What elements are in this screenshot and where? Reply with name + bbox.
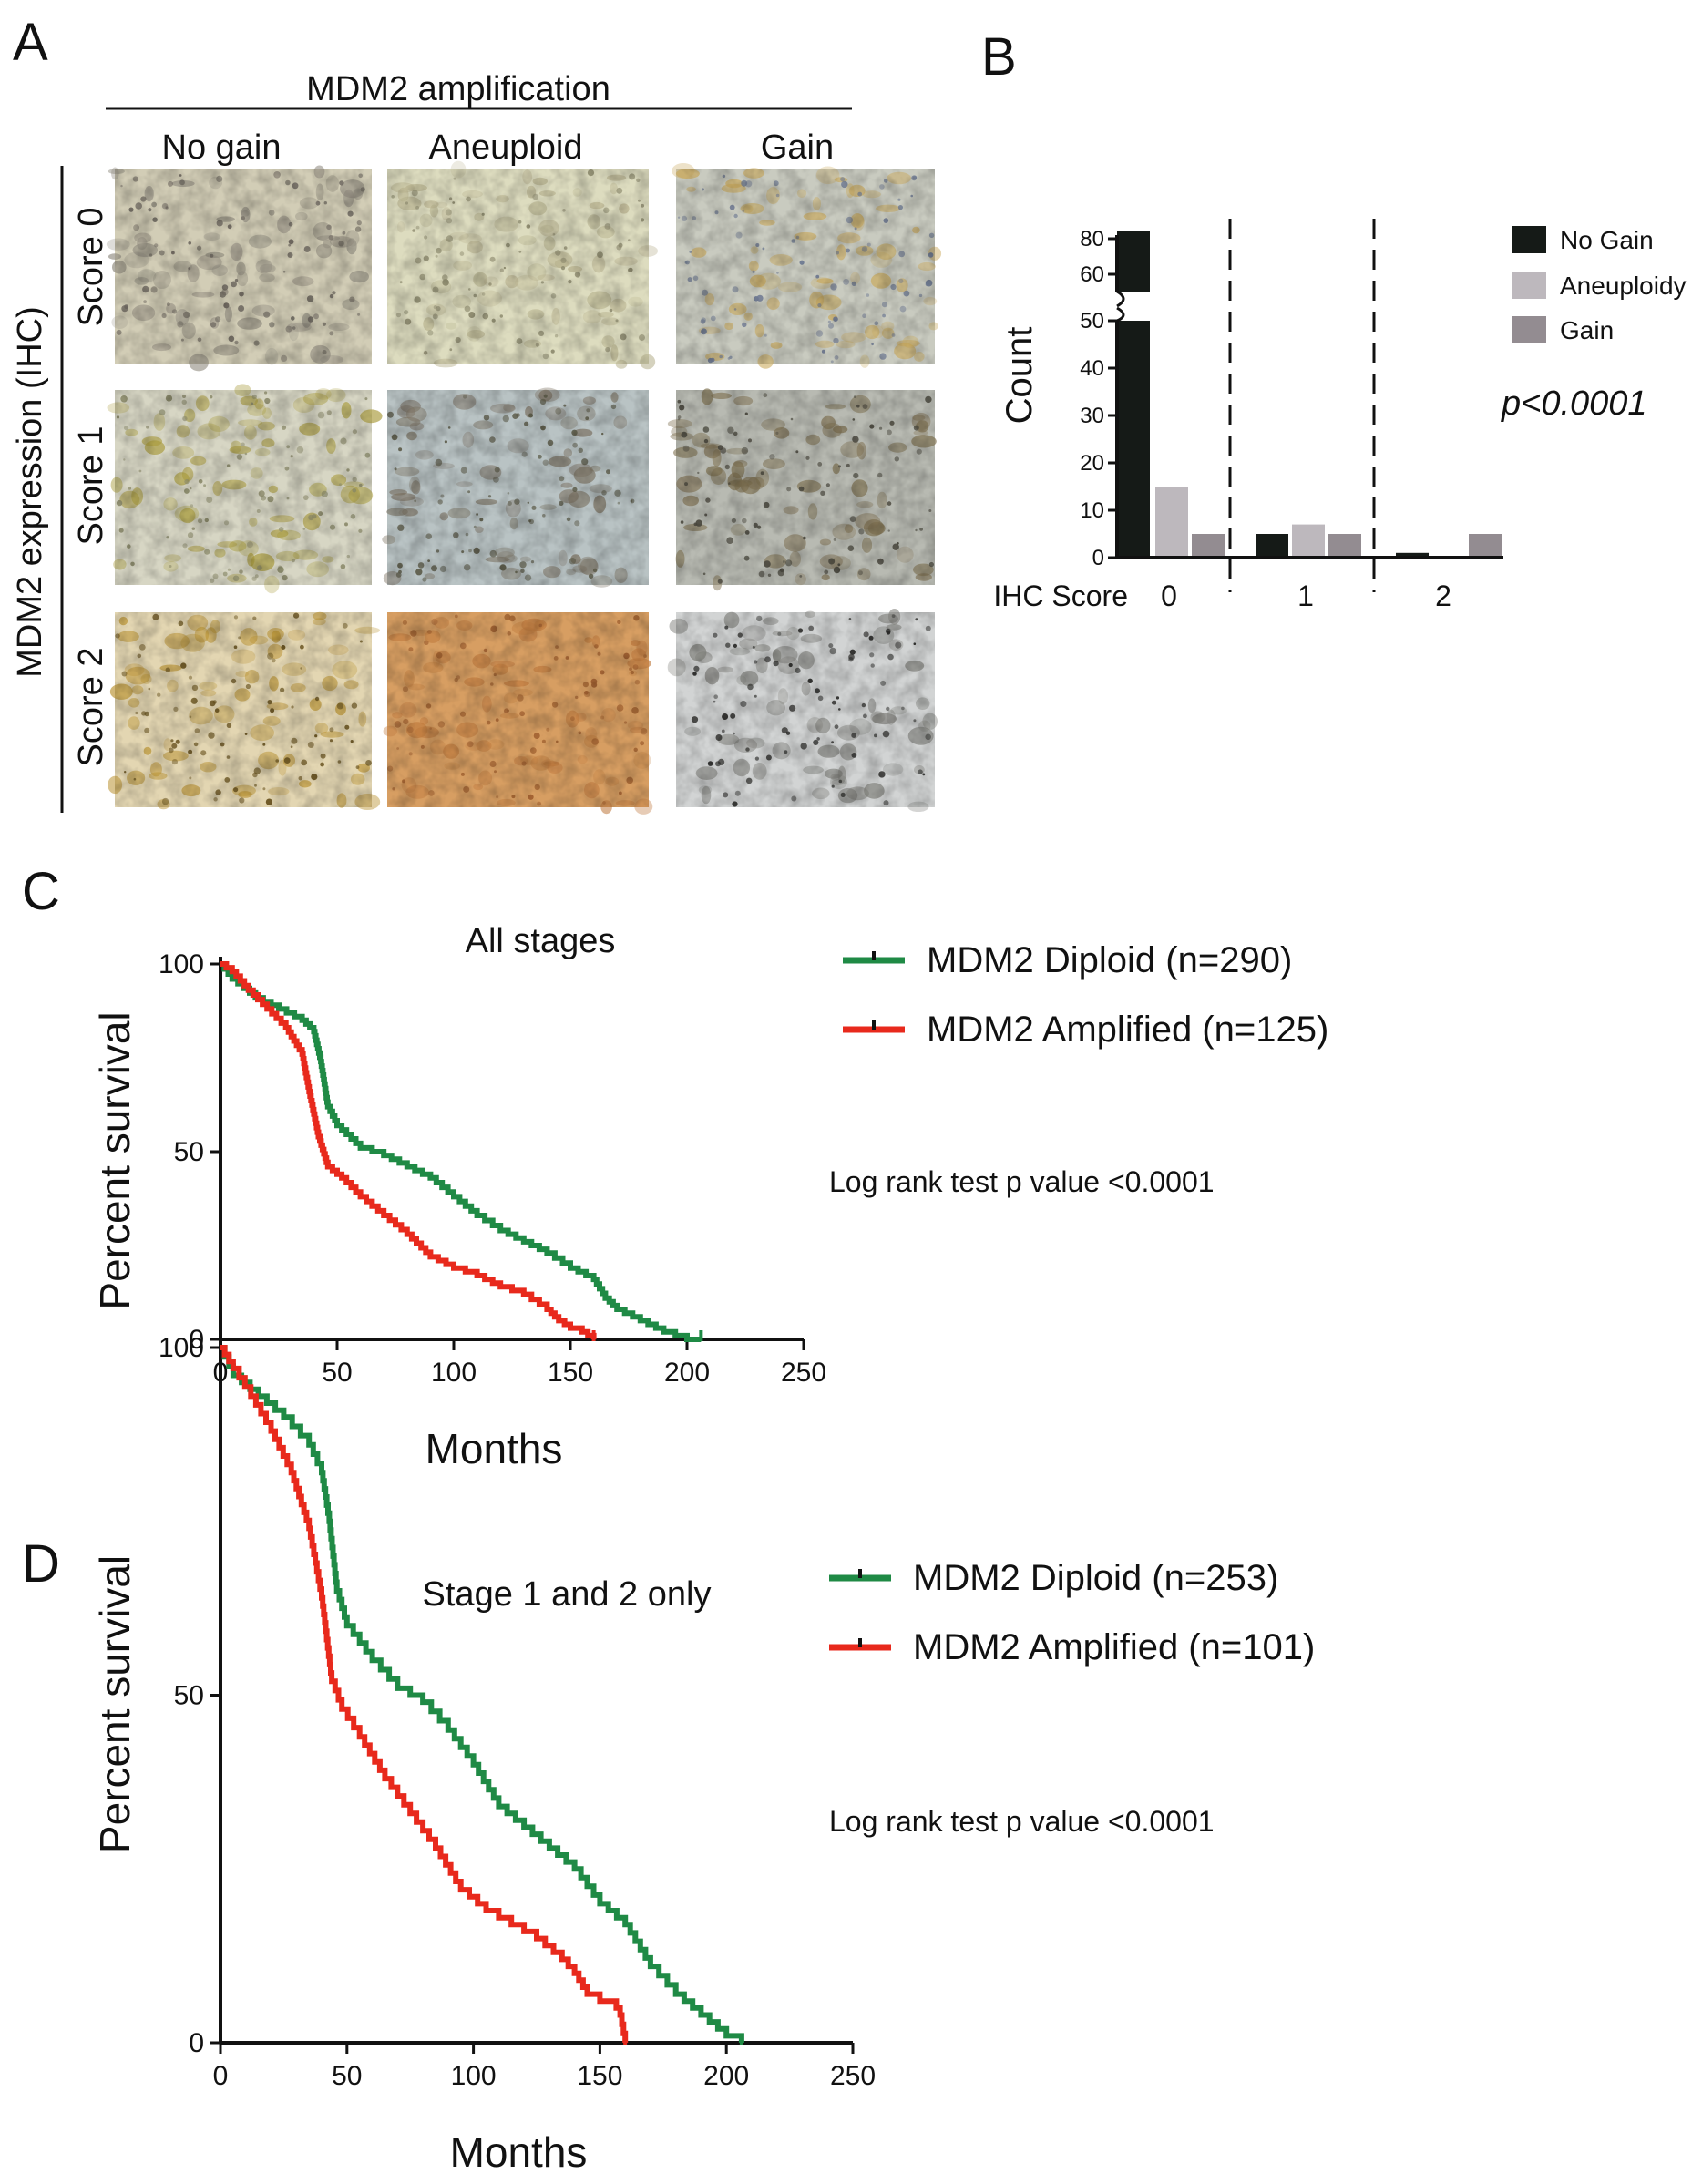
x-tick-label: 150 xyxy=(577,2061,622,2091)
chart-title: Stage 1 and 2 only xyxy=(423,1575,712,1614)
ihc-image-grid xyxy=(106,160,942,815)
legend-label-no gain: No Gain xyxy=(1560,226,1654,254)
legend-label-diploid: MDM2 Diploid (n=253) xyxy=(913,1558,1278,1598)
ihc-tile-score-2-aneuploid xyxy=(383,612,653,815)
column-label-aneuploid: Aneuploid xyxy=(428,128,582,167)
row-label-score-1: Score 1 xyxy=(72,426,110,546)
y-tick-label: 50 xyxy=(174,1681,204,1711)
bar-gain-score-1 xyxy=(1328,534,1361,558)
panel-b-pvalue: p<0.0001 xyxy=(1501,385,1647,423)
y-tick-label: 20 xyxy=(1080,451,1104,476)
ihc-tile-texture xyxy=(387,390,649,585)
y-tick-label: 50 xyxy=(1080,309,1104,333)
y-axis-label: Percent survival xyxy=(91,1555,138,1853)
legend-label-amplified: MDM2 Amplified (n=101) xyxy=(913,1627,1315,1667)
ihc-tile-texture xyxy=(387,169,649,364)
ihc-tile-score-2-gain xyxy=(667,609,938,812)
ihc-tile-score-0-aneuploid xyxy=(387,160,658,370)
y-tick-label: 100 xyxy=(159,949,204,979)
x-category-label: 1 xyxy=(1297,579,1314,612)
x-tick-label: 200 xyxy=(664,1358,710,1388)
log-rank-note: Log rank test p value <0.0001 xyxy=(829,1805,1215,1838)
x-category-label: 0 xyxy=(1161,579,1177,612)
column-label-no-gain: No gain xyxy=(162,128,282,167)
y-tick-label: 40 xyxy=(1080,356,1104,381)
ihc-tile-texture xyxy=(676,169,935,364)
y-axis-label: Percent survival xyxy=(91,1011,138,1309)
panel-a-letter: A xyxy=(13,13,48,72)
survival-curve-amplified xyxy=(220,1345,629,2043)
panel-b-letter: B xyxy=(981,27,1017,87)
panel-b-x-axis-label: IHC Score xyxy=(993,579,1128,612)
panel-d-letter: D xyxy=(22,1534,60,1594)
ihc-tile-score-1-no-gain xyxy=(107,384,383,594)
column-label-gain: Gain xyxy=(761,128,834,167)
legend-swatch-aneuploidy xyxy=(1512,272,1546,299)
row-label-score-0: Score 0 xyxy=(72,208,110,327)
legend-swatch-no gain xyxy=(1512,226,1546,253)
x-tick-label: 100 xyxy=(431,1358,477,1388)
row-axis-label: MDM2 expression (IHC) xyxy=(11,306,49,678)
panel-a-header: MDM2 amplification xyxy=(306,70,610,108)
bar-aneuploidy-score-0 xyxy=(1155,487,1188,558)
x-tick-label: 200 xyxy=(703,2061,749,2091)
ihc-tile-texture xyxy=(115,390,372,585)
chart-title: All stages xyxy=(466,922,616,960)
bar-no-gain-score-0-upper xyxy=(1117,231,1150,292)
bar-no-gain-score-0-lower xyxy=(1117,321,1150,558)
x-tick-label: 50 xyxy=(322,1358,352,1388)
ihc-tile-texture xyxy=(115,169,372,364)
survival-curve-diploid xyxy=(220,1345,744,2043)
y-tick-label: 0 xyxy=(189,1325,204,1355)
panel-d-survival-chart: 0 50 100 150 200 250 0 50 100 Months Percent survi… xyxy=(91,1333,1315,2176)
x-axis-label: Months xyxy=(450,2128,588,2176)
y-tick-label: 10 xyxy=(1080,498,1104,523)
survival-curve-diploid xyxy=(220,961,702,1342)
legend-label-diploid: MDM2 Diploid (n=290) xyxy=(927,940,1292,980)
x-tick-label: 0 xyxy=(213,2061,229,2091)
x-axis-label: Months xyxy=(426,1425,563,1472)
survival-curve-amplified xyxy=(220,961,597,1339)
y-tick-label: 80 xyxy=(1080,227,1104,251)
log-rank-note: Log rank test p value <0.0001 xyxy=(829,1165,1215,1198)
x-tick-label: 250 xyxy=(830,2061,876,2091)
legend-label-gain: Gain xyxy=(1560,316,1614,344)
panel-b-y-axis-label: Count xyxy=(1000,327,1040,425)
y-tick-label: 100 xyxy=(159,1333,204,1363)
y-tick-label: 30 xyxy=(1080,404,1104,428)
legend-label-amplified: MDM2 Amplified (n=125) xyxy=(927,1010,1328,1050)
ihc-tile-texture xyxy=(387,612,649,807)
row-label-score-2: Score 2 xyxy=(72,648,110,767)
ihc-tile-texture xyxy=(115,612,372,807)
axis-break-mark-top xyxy=(1116,290,1125,308)
y-tick-label: 50 xyxy=(174,1137,204,1167)
x-category-label: 2 xyxy=(1435,579,1451,612)
x-tick-label: 150 xyxy=(548,1358,593,1388)
ihc-tile-texture xyxy=(676,390,935,585)
bar-no-gain-score-2 xyxy=(1396,552,1429,558)
legend-swatch-gain xyxy=(1512,316,1546,343)
axis-break-mark-bottom xyxy=(1116,306,1125,323)
ihc-tile-score-1-gain xyxy=(667,388,937,591)
x-tick-label: 250 xyxy=(781,1358,826,1388)
ihc-tile-score-1-aneuploid xyxy=(382,387,649,588)
ihc-tile-score-0-no-gain xyxy=(106,165,372,372)
ihc-tile-texture xyxy=(676,612,935,807)
legend-label-aneuploidy: Aneuploidy xyxy=(1560,272,1687,300)
bar-gain-score-0 xyxy=(1192,534,1225,558)
ihc-tile-score-2-no-gain xyxy=(108,611,381,810)
bar-aneuploidy-score-1 xyxy=(1292,524,1325,558)
y-tick-label: 0 xyxy=(1092,546,1104,570)
panel-c-letter: C xyxy=(22,862,60,921)
bar-no-gain-score-1 xyxy=(1256,534,1288,558)
x-tick-label: 100 xyxy=(451,2061,497,2091)
y-tick-label: 0 xyxy=(189,2028,204,2058)
x-tick-label: 50 xyxy=(332,2061,362,2091)
bar-gain-score-2 xyxy=(1469,534,1502,558)
y-tick-label: 60 xyxy=(1080,262,1104,287)
panel-b-bar-chart: 0 10 20 30 40 50 60 80 0 1 2 No Gain Aneuploidy Gain xyxy=(1080,219,1687,612)
ihc-tile-score-0-gain xyxy=(672,163,942,369)
